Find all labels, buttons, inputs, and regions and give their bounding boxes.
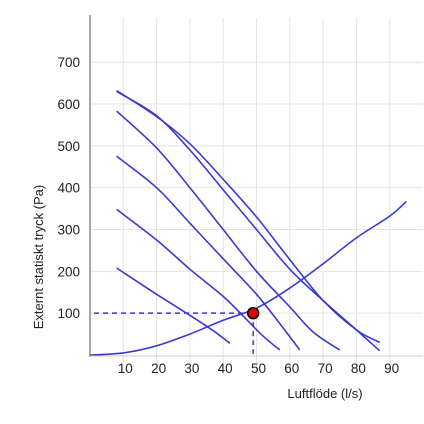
y-tick-label: 100 — [57, 306, 80, 321]
y-tick-label: 400 — [57, 181, 80, 196]
x-tick-label: 90 — [384, 361, 399, 376]
fan-curve-4 — [116, 155, 301, 351]
x-tick-label: 50 — [251, 361, 266, 376]
fan-curve-6 — [116, 267, 231, 344]
y-tick-label: 700 — [57, 55, 80, 70]
x-tick-label: 10 — [118, 361, 133, 376]
fan-curve-2 — [116, 90, 381, 352]
fan-curve-1 — [116, 89, 381, 344]
fan-curve-5 — [116, 208, 281, 351]
label-layer: 10 20 30 40 50 60 70 80 90 100 200 300 400 500 600 700 — [57, 55, 399, 376]
grid-layer — [90, 18, 423, 375]
operating-point-marker[interactable] — [246, 306, 260, 320]
y-tick-label: 200 — [57, 264, 80, 279]
x-tick-label: 70 — [318, 361, 333, 376]
x-tick-label: 80 — [351, 361, 366, 376]
x-tick-label: 40 — [218, 361, 233, 376]
axis-layer — [89, 15, 423, 357]
y-tick-label: 600 — [57, 97, 80, 112]
x-tick-label: 30 — [184, 361, 199, 376]
x-tick-label: 60 — [284, 361, 299, 376]
y-axis-title: Externt statiskt tryck (Pa) — [31, 185, 46, 329]
x-tick-label: 20 — [151, 361, 166, 376]
y-tick-label: 300 — [57, 223, 80, 238]
x-axis-title: Luftflöde (l/s) — [287, 386, 362, 401]
curve-layer — [89, 89, 407, 356]
fan-curve-3 — [116, 110, 341, 351]
y-tick-label: 500 — [57, 139, 80, 154]
